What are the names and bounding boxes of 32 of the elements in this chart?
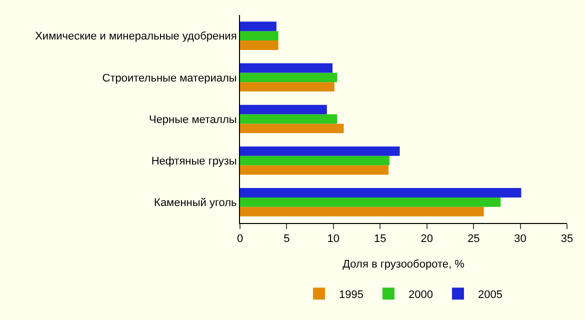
x-tick-label: 30 bbox=[514, 233, 526, 246]
y-tick-label: Нефтяные грузы bbox=[151, 155, 237, 168]
bar bbox=[240, 146, 400, 156]
y-tick-label: Черные металлы bbox=[148, 114, 237, 126]
bar bbox=[240, 124, 344, 134]
bar bbox=[240, 40, 278, 50]
x-tick-label: 0 bbox=[236, 233, 244, 246]
bar bbox=[240, 188, 522, 198]
y-tick-label: Каменный уголь bbox=[154, 197, 238, 210]
bar bbox=[240, 63, 332, 73]
bar bbox=[240, 104, 327, 114]
bar bbox=[240, 31, 278, 41]
bar bbox=[240, 206, 484, 216]
y-tick-label: Строительные материалы bbox=[102, 72, 237, 84]
bar bbox=[240, 156, 390, 166]
bar bbox=[240, 197, 501, 207]
x-tick-label: 25 bbox=[467, 233, 480, 246]
bar bbox=[240, 82, 334, 92]
x-tick-label: 35 bbox=[560, 233, 574, 246]
bar bbox=[240, 22, 276, 32]
x-tick-label: 15 bbox=[374, 233, 386, 246]
x-axis-title: Доля в грузообороте, % bbox=[342, 258, 465, 270]
bar bbox=[240, 114, 338, 124]
bar bbox=[240, 72, 338, 82]
bar bbox=[240, 165, 389, 175]
x-tick-label: 20 bbox=[420, 233, 433, 246]
y-tick-label: Химические и минеральные удобрения bbox=[35, 30, 237, 43]
x-tick-label: 5 bbox=[284, 233, 290, 246]
legend-label: 2005 bbox=[478, 288, 502, 301]
legend-label: 1995 bbox=[339, 288, 364, 301]
x-tick-label: 10 bbox=[327, 233, 340, 246]
legend-label: 2000 bbox=[408, 288, 433, 301]
